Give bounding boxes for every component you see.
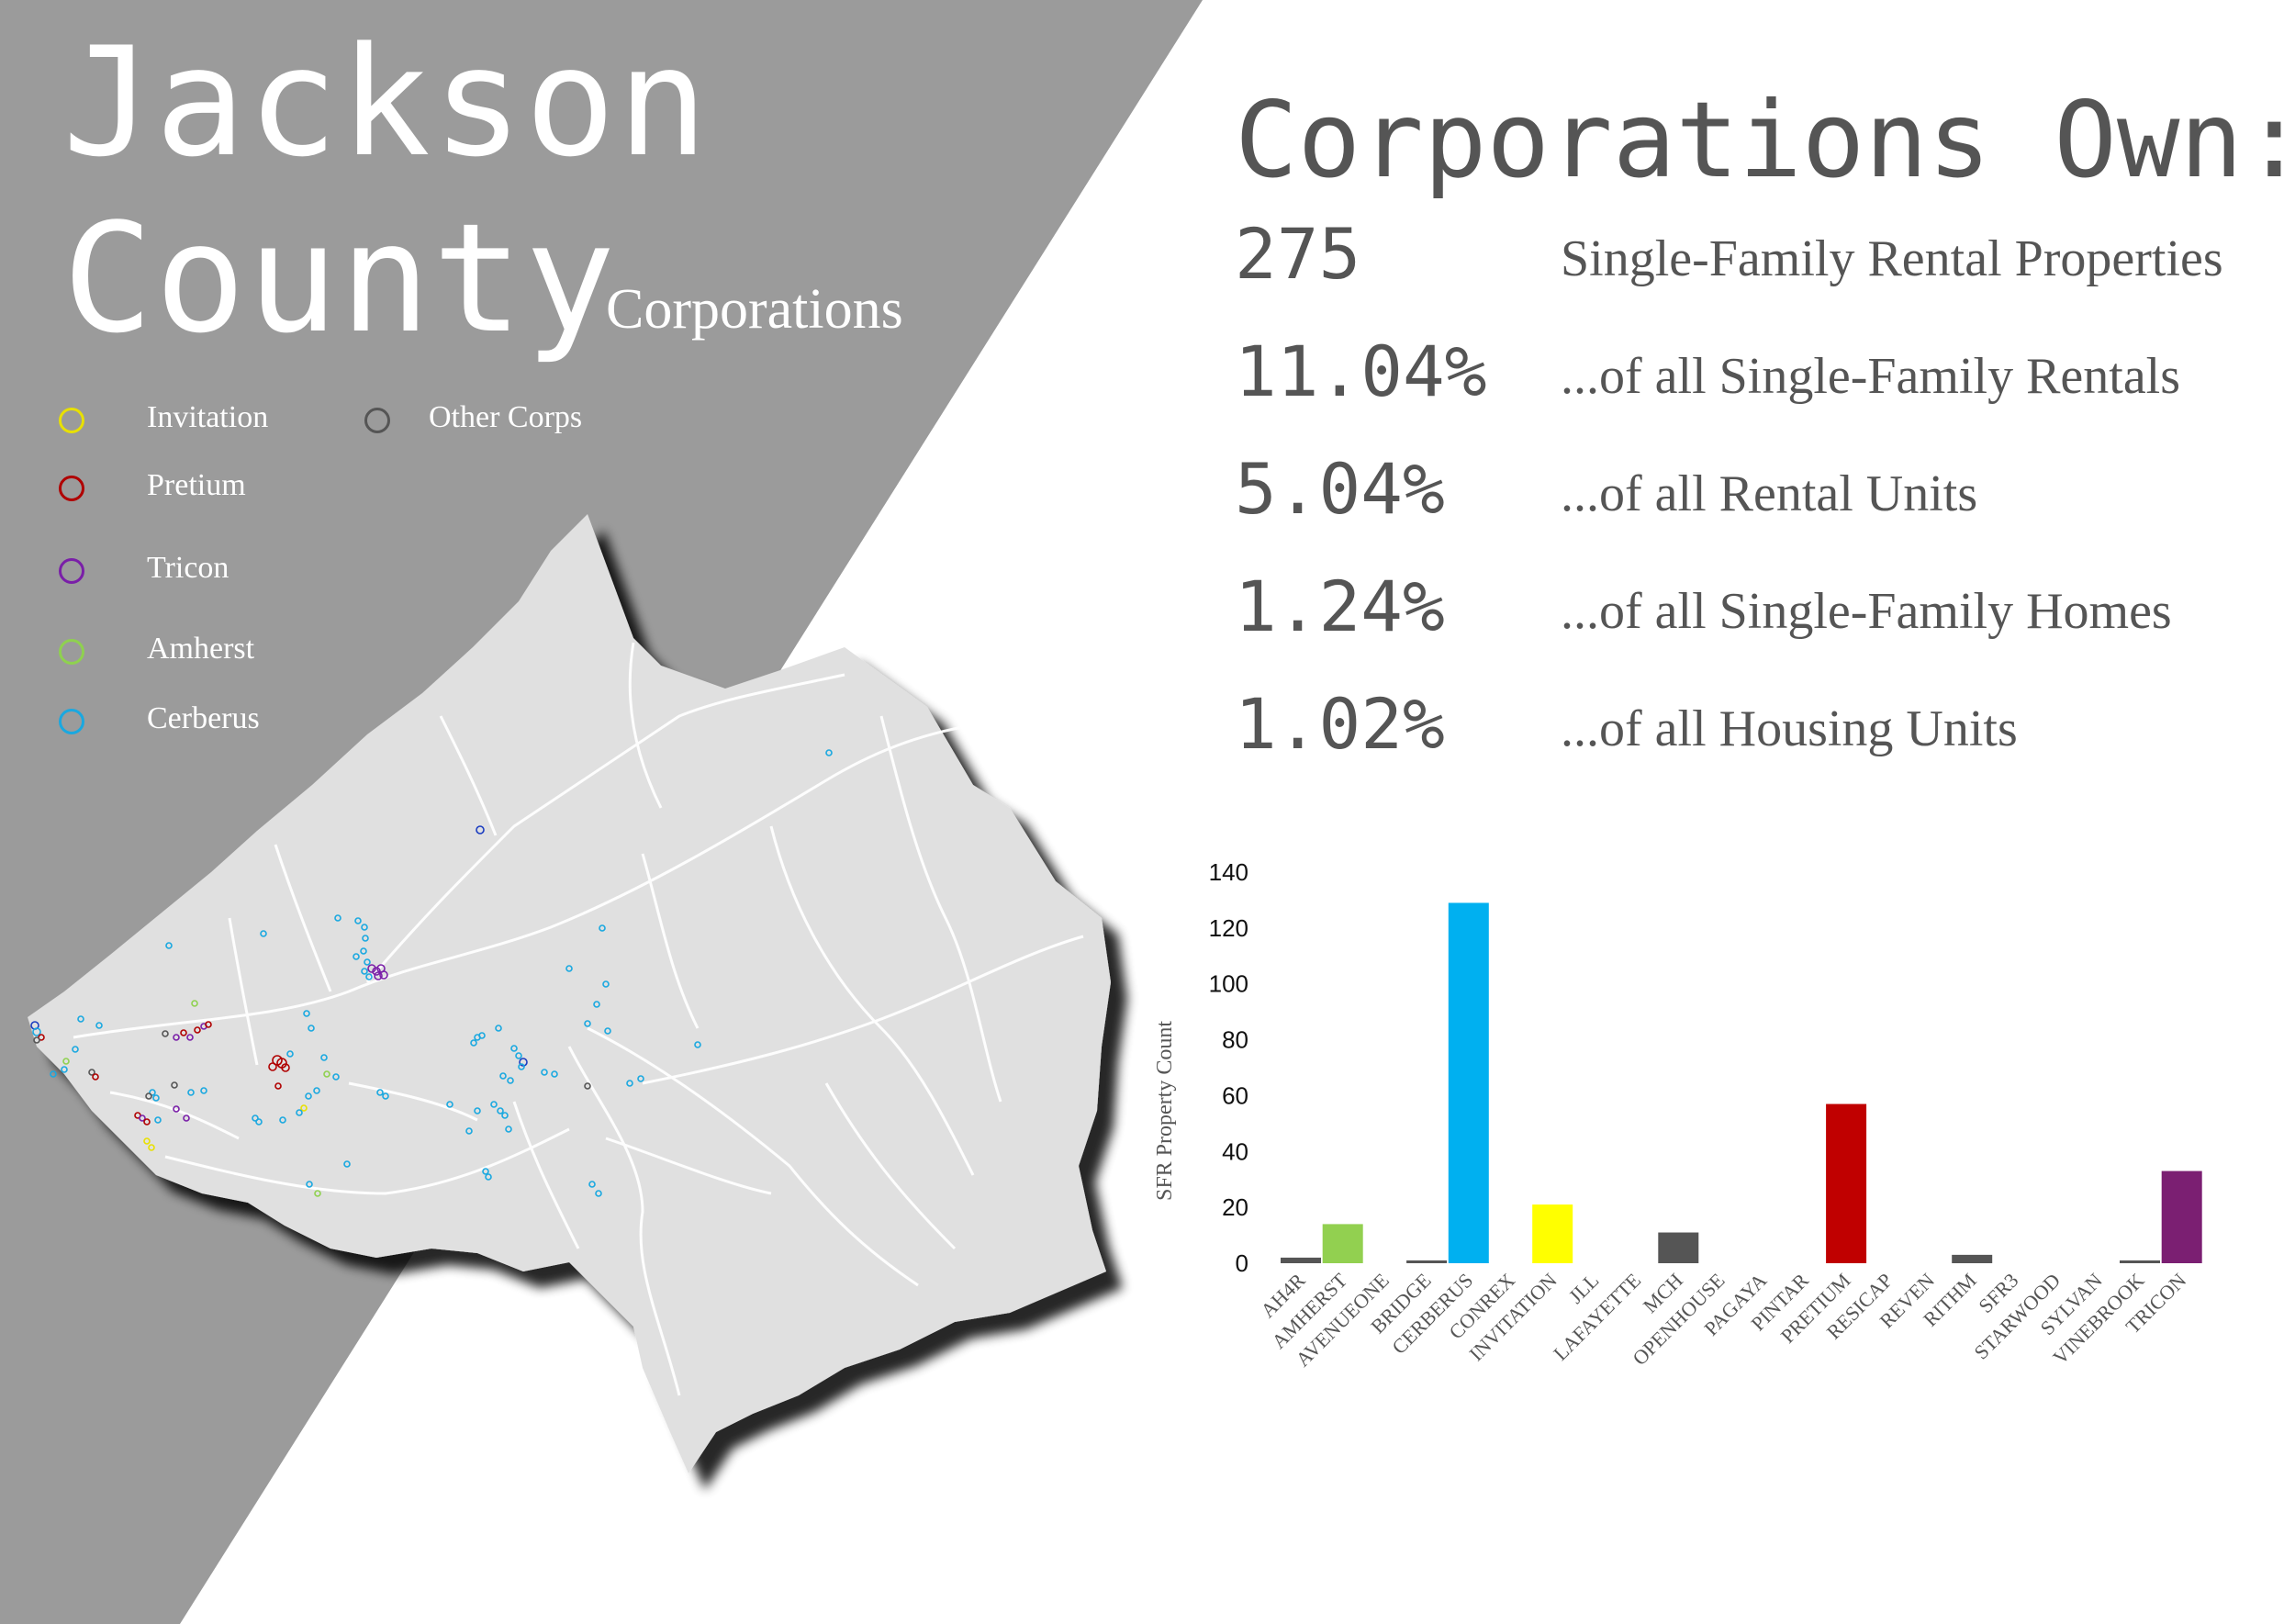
property-points: [30, 749, 833, 1197]
legend-label: Tricon: [147, 551, 230, 585]
y-tick-label: 120: [1209, 914, 1248, 942]
legend-label: Cerberus: [147, 701, 260, 735]
circle-outline-icon: [364, 408, 390, 433]
legend-item-tricon: Tricon: [59, 551, 229, 585]
bar-vinebrook: [2120, 1260, 2160, 1263]
circle-outline-icon: [59, 558, 84, 584]
bar-amherst: [1322, 1224, 1363, 1263]
y-axis-label: SFR Property Count: [1153, 1021, 1177, 1201]
bar-mch: [1658, 1232, 1699, 1263]
legend-item-cerberus: Cerberus: [59, 701, 260, 735]
stat-value: 5.04%: [1235, 448, 1445, 530]
legend-label: Amherst: [147, 632, 255, 666]
stats-heading: Corporations Own:: [1235, 79, 2295, 201]
stat-description: ...of all Single-Family Homes: [1561, 583, 2172, 640]
title-line-2: County: [62, 191, 618, 366]
legend-label: Pretium: [147, 468, 246, 502]
bar-cerberus: [1448, 902, 1489, 1263]
bar-tricon: [2161, 1170, 2202, 1263]
stat-description: ...of all Rental Units: [1561, 465, 1978, 522]
stat-value: 1.02%: [1235, 683, 1445, 765]
bar-pretium: [1826, 1103, 1867, 1263]
road-network: [73, 642, 1084, 1396]
county-shape: [28, 514, 1111, 1473]
bar-ah4r: [1281, 1257, 1321, 1263]
circle-outline-icon: [59, 709, 84, 734]
legend-item-pretium: Pretium: [59, 468, 246, 502]
bar-bridge: [1406, 1260, 1448, 1263]
stat-description: Single-Family Rental Properties: [1561, 230, 2223, 287]
y-tick-label: 20: [1222, 1193, 1248, 1221]
stat-value: 275: [1235, 213, 1361, 295]
y-tick-label: 0: [1236, 1249, 1248, 1277]
y-tick-label: 140: [1209, 858, 1248, 886]
bars: [1281, 902, 2202, 1263]
stat-description: ...of all Housing Units: [1561, 700, 2018, 757]
y-tick-label: 40: [1222, 1137, 1248, 1165]
legend-item-other-corps: Other Corps: [364, 400, 582, 434]
stat-value: 1.24%: [1235, 566, 1445, 647]
subtitle: Corporations: [606, 278, 903, 341]
title-line-1: Jackson: [62, 15, 711, 190]
circle-outline-icon: [59, 639, 84, 665]
bar-invitation: [1532, 1204, 1573, 1263]
legend-item-amherst: Amherst: [59, 632, 254, 666]
legend-item-invitation: Invitation: [59, 400, 268, 434]
y-axis-ticks: 0 20 40 60 80 100 120 140: [1209, 858, 1248, 1277]
x-axis-ticks: AH4RAMHERSTAVENUEONEBRIDGECERBERUSCONREX…: [1256, 1268, 2190, 1371]
y-tick-label: 80: [1222, 1026, 1248, 1054]
bar-rithm: [1952, 1254, 1993, 1263]
stat-value: 11.04%: [1235, 330, 1487, 412]
bar-chart: SFR Property Count 0 20 40 60 80 100 120 140 AH…: [1153, 858, 2202, 1371]
legend-label: Other Corps: [429, 400, 583, 434]
y-tick-label: 60: [1222, 1081, 1248, 1109]
y-tick-label: 100: [1209, 970, 1248, 998]
circle-outline-icon: [59, 476, 84, 501]
legend-label: Invitation: [147, 400, 269, 434]
circle-outline-icon: [59, 408, 84, 433]
stat-description: ...of all Single-Family Rentals: [1561, 348, 2181, 405]
